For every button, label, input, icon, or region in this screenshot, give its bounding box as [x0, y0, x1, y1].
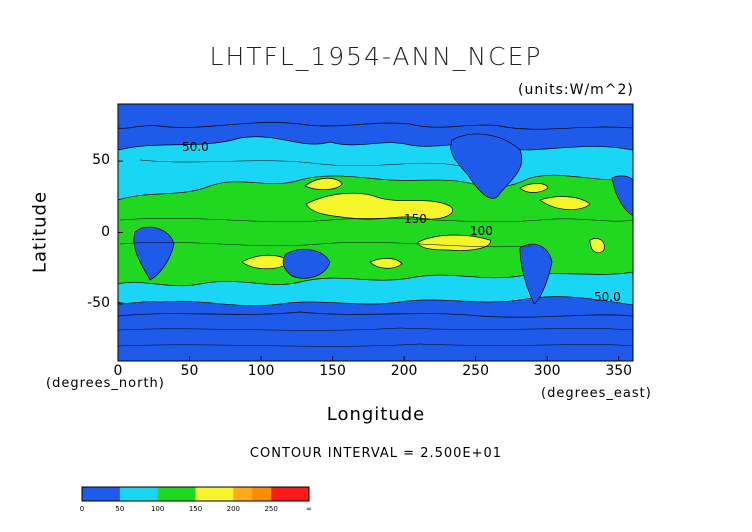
colorbar-swatch [100, 487, 121, 501]
y-axis-unit-note: (degrees_north) [46, 376, 165, 391]
x-axis-label: Longitude [326, 404, 426, 425]
x-tick-label: 200 [390, 363, 418, 379]
colorbar-swatch [290, 487, 310, 501]
colorbar-tick-label: ∞ [306, 505, 312, 513]
colorbar-swatch [138, 487, 159, 501]
y-axis-label: Latitude [29, 190, 51, 274]
contour-label-2: 150 [404, 212, 427, 226]
units-label: (units:W/m^2) [518, 82, 634, 98]
axis-ticks [117, 160, 620, 361]
colorbar-swatch [119, 487, 140, 501]
y-tick-label: 0 [101, 223, 110, 240]
x-tick-label: 350 [605, 363, 633, 379]
colorbar-frame [81, 486, 310, 502]
contour-label-3: 100 [470, 224, 493, 238]
chart-title: LHTFL_1954-ANN_NCEP [209, 42, 543, 71]
colorbar-swatch [176, 487, 196, 501]
colorbar-swatch [82, 487, 102, 501]
contour-interval: CONTOUR INTERVAL = 2.500E+01 [249, 446, 503, 461]
x-tick-label: 250 [462, 363, 489, 379]
x-tick-label: 100 [247, 363, 275, 379]
colorbar-tick-label: 200 [226, 505, 241, 513]
x-axis-unit-note: (degrees_east) [541, 386, 652, 401]
colorbar-swatch [214, 487, 234, 501]
x-tick-label: 50 [180, 363, 199, 379]
colorbar-tick-label: 150 [188, 505, 203, 513]
colorbar-tick-label: 250 [264, 505, 278, 513]
y-tick-label: -50 [87, 294, 110, 311]
x-tick-label: 0 [113, 363, 123, 379]
colorbar-swatch [157, 487, 178, 501]
contour-label-4: 50.0 [594, 290, 621, 304]
contour-label-1: 50.0 [182, 140, 209, 154]
colorbar-tick-label: 0 [79, 505, 85, 513]
x-tick-label: 300 [533, 363, 561, 379]
colorbar-swatch [252, 487, 272, 501]
colorbar-swatch [233, 487, 253, 501]
heatmap-field [118, 104, 633, 361]
colorbar-tick-label: 50 [115, 505, 125, 513]
colorbar-swatch [271, 487, 291, 501]
colorbar [81, 486, 310, 502]
colorbar-swatch [195, 487, 215, 501]
x-tick-label: 150 [319, 363, 346, 379]
colorbar-tick-label: 100 [150, 505, 165, 513]
y-tick-label: 50 [92, 152, 110, 169]
